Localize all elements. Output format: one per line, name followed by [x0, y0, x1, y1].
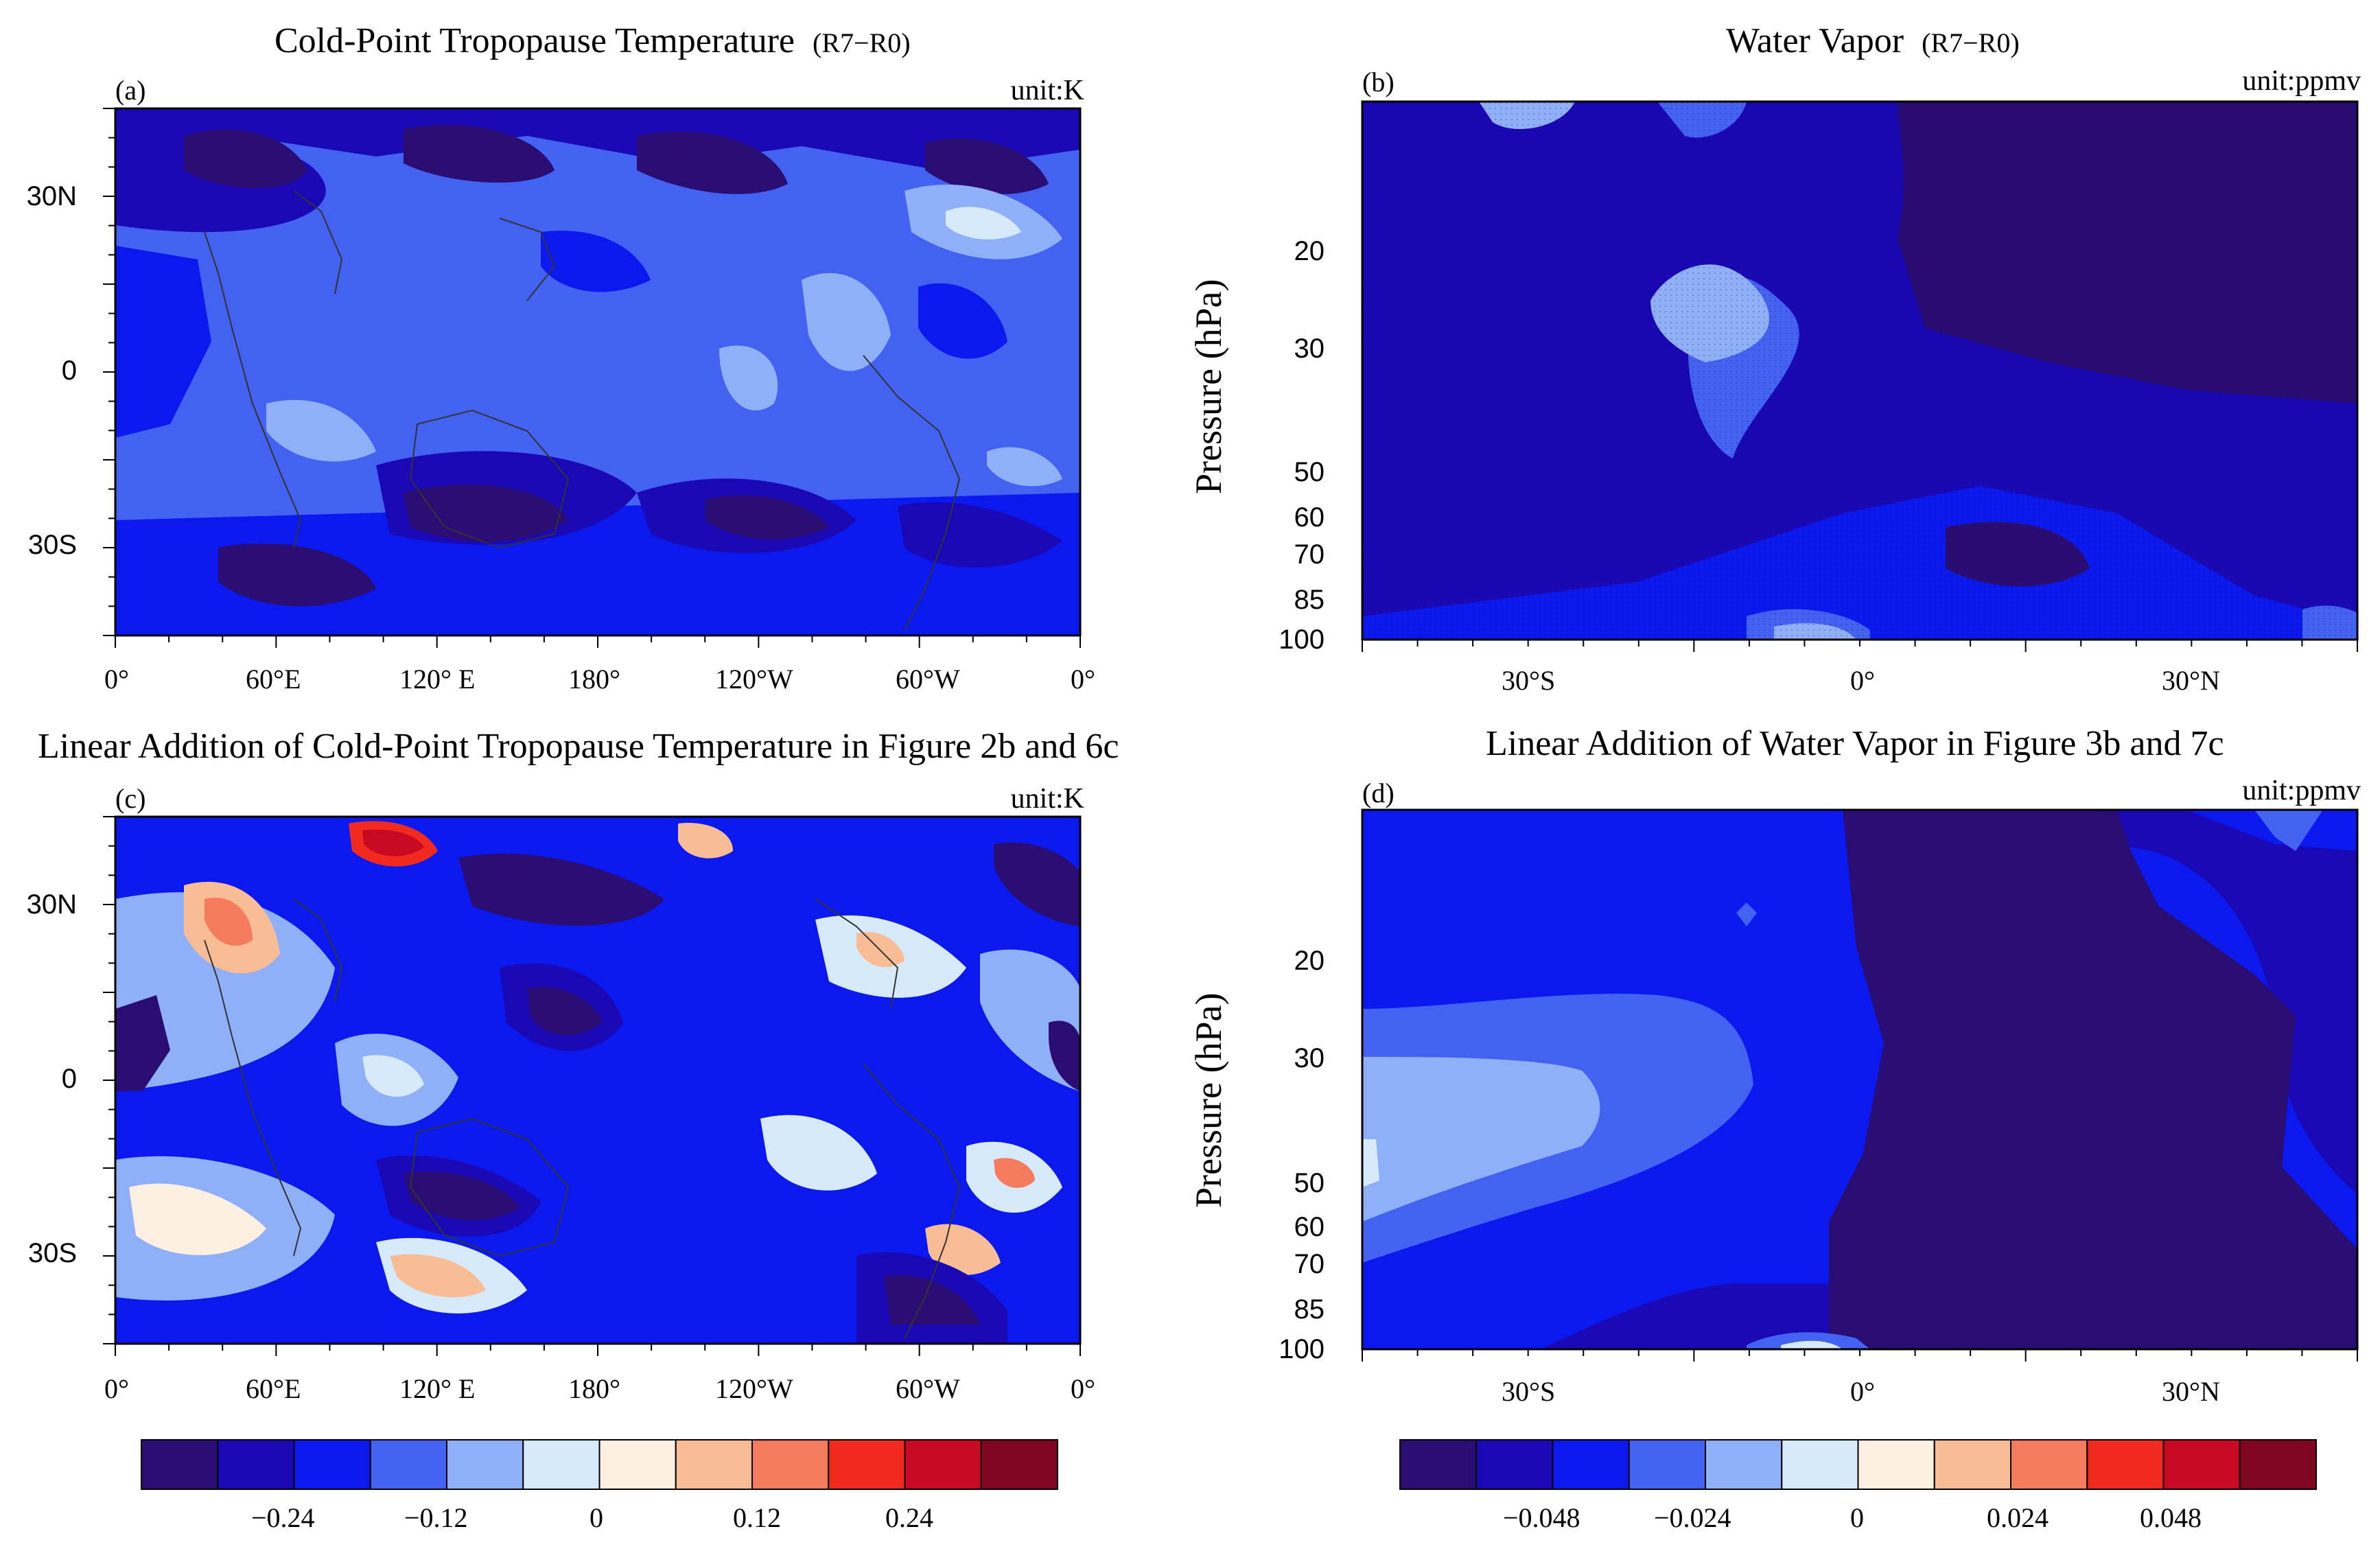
- ytick-label: 30S: [27, 530, 77, 560]
- panel-d-unit: unit:ppmv: [2242, 775, 2361, 806]
- ytick-label: 60: [1294, 1212, 1325, 1242]
- xtick-label: 0°: [104, 664, 129, 695]
- panel-a-contours: [115, 108, 1080, 635]
- colorbar-swatch: [904, 1439, 982, 1490]
- panel-c-title: Linear Addition of Cold-Point Tropopause…: [38, 727, 1119, 766]
- colorbar-swatch: [2086, 1439, 2165, 1490]
- colorbar-swatch: [828, 1439, 906, 1490]
- colorbar-swatch: [980, 1439, 1058, 1490]
- xtick-label: 0°: [1850, 1376, 1875, 1407]
- ytick-label: 0: [61, 1064, 77, 1094]
- xtick-label: 30°N: [2162, 1376, 2220, 1407]
- colorbar-swatch: [2010, 1439, 2088, 1490]
- panel-c-coastlines: [204, 898, 961, 1339]
- ytick-label: 30N: [26, 889, 77, 920]
- panel-d-title: Linear Addition of Water Vapor in Figure…: [1486, 724, 2224, 763]
- ytick-label: 20: [1294, 236, 1325, 266]
- xtick-label: 0°: [1071, 664, 1095, 695]
- panel-b-plot: [1361, 100, 2359, 641]
- colorbar-swatch: [2162, 1439, 2241, 1490]
- ytick-label: 30S: [27, 1238, 77, 1268]
- ytick-label: 0: [61, 355, 77, 386]
- colorbar-label: 0: [1850, 1502, 1864, 1533]
- ytick-label: 60: [1294, 502, 1325, 533]
- panel-a-unit: unit:K: [1010, 75, 1084, 106]
- ytick-label: 85: [1294, 1294, 1325, 1325]
- ytick-label: 100: [1279, 625, 1325, 655]
- panel-d-plot: [1361, 808, 2359, 1351]
- panel-d-label: (d): [1362, 778, 1395, 808]
- panel-a-title: Cold-Point Tropopause Temperature (R7−R0…: [275, 21, 911, 60]
- panel-b-title: Water Vapor (R7−R0): [1726, 21, 2020, 60]
- colorbar-label: 0: [590, 1502, 603, 1533]
- panel-c-unit: unit:K: [1010, 783, 1084, 815]
- ytick-label: 50: [1294, 1168, 1325, 1198]
- panel-c-label: (c): [115, 783, 146, 814]
- colorbar-label: 0.024: [1987, 1502, 2049, 1533]
- xtick-label: 120°W: [715, 1373, 793, 1404]
- xtick-label: 60°E: [246, 1373, 301, 1404]
- colorbar-label: −0.024: [1654, 1502, 1731, 1533]
- xtick-label: 0°: [1071, 1373, 1095, 1404]
- colorbar-swatch: [369, 1439, 447, 1490]
- colorbar-swatch: [1781, 1439, 1859, 1490]
- panel-b-unit: unit:ppmv: [2242, 65, 2361, 97]
- colorbar-label: 0.12: [733, 1502, 781, 1533]
- xtick-label: 120°W: [715, 664, 793, 695]
- colorbar-swatch: [446, 1439, 524, 1490]
- colorbar-swatch: [1399, 1439, 1478, 1490]
- xtick-label: 0°: [1850, 665, 1875, 696]
- colorbar-label: −0.048: [1503, 1502, 1580, 1533]
- xtick-label: 30°S: [1502, 1376, 1556, 1407]
- colorbar-label: −0.24: [251, 1502, 315, 1533]
- xtick-label: 30°N: [2162, 665, 2220, 696]
- xtick-label: 0°: [104, 1373, 129, 1404]
- ytick-label: 100: [1279, 1334, 1325, 1364]
- panel-a-plot: [114, 107, 1082, 637]
- colorbar-left: [141, 1439, 1058, 1490]
- colorbar-swatch: [1857, 1439, 1935, 1490]
- panel-d-contours: [1362, 810, 2357, 1349]
- colorbar-swatch: [2239, 1439, 2317, 1490]
- colorbar-right: [1399, 1439, 2317, 1490]
- colorbar-label: −0.12: [404, 1502, 468, 1533]
- panel-a-coastlines: [204, 190, 961, 631]
- colorbar-swatch: [141, 1439, 219, 1490]
- xtick-label: 180°: [568, 1373, 620, 1404]
- xtick-label: 120° E: [399, 664, 476, 695]
- ytick-label: 30N: [26, 181, 77, 211]
- ytick-label: 50: [1294, 457, 1325, 487]
- colorbar-swatch: [675, 1439, 753, 1490]
- colorbar-swatch: [293, 1439, 371, 1490]
- colorbar-label: 0.24: [885, 1502, 933, 1533]
- panel-a-label: (a): [115, 75, 146, 106]
- colorbar-label: 0.048: [2140, 1502, 2202, 1533]
- xtick-label: 60°E: [246, 664, 301, 695]
- panel-b-label: (b): [1362, 67, 1395, 97]
- ytick-label: 30: [1294, 334, 1325, 364]
- panel-c-plot: [114, 815, 1082, 1345]
- xtick-label: 60°W: [896, 664, 960, 695]
- xtick-label: 120° E: [399, 1373, 476, 1404]
- colorbar-swatch: [1705, 1439, 1783, 1490]
- ytick-label: 85: [1294, 585, 1325, 615]
- xtick-label: 180°: [568, 664, 620, 695]
- ytick-label: 70: [1294, 539, 1325, 570]
- ytick-label: 20: [1294, 946, 1325, 976]
- ytick-label: 30: [1294, 1043, 1325, 1073]
- ytick-label: 70: [1294, 1249, 1325, 1279]
- colorbar-swatch: [1475, 1439, 1554, 1490]
- xtick-label: 30°S: [1502, 665, 1556, 696]
- xtick-label: 60°W: [896, 1373, 960, 1404]
